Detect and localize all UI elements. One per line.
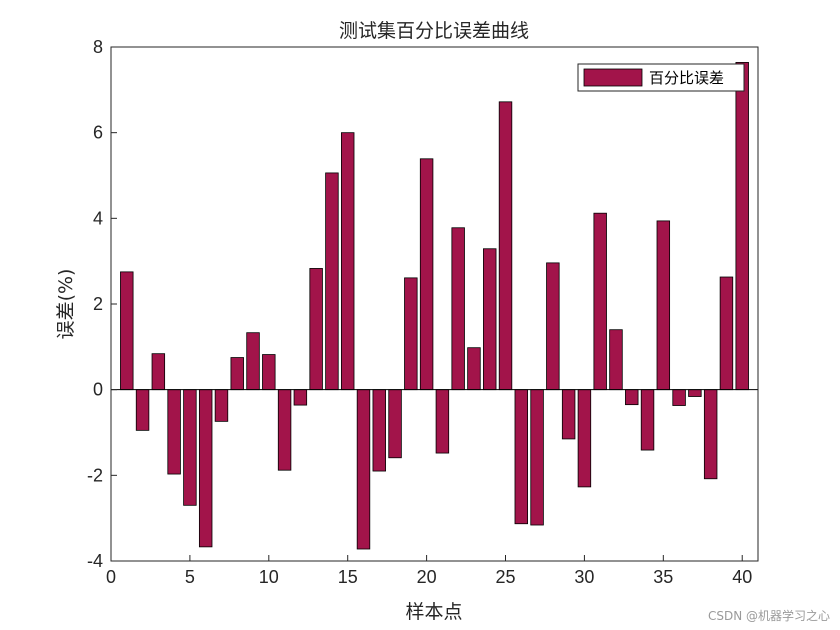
- watermark: CSDN @机器学习之心: [707, 609, 830, 623]
- legend-label: 百分比误差: [649, 69, 724, 87]
- bar: [419, 158, 434, 391]
- bar: [262, 354, 276, 391]
- legend-box: [577, 63, 745, 92]
- bar: [372, 389, 386, 472]
- bar: [593, 212, 607, 391]
- bar: [277, 389, 292, 471]
- bar: [198, 389, 213, 548]
- legend-swatch: [583, 68, 643, 87]
- bar: [404, 277, 418, 391]
- y-tick-label: -2: [87, 465, 103, 485]
- legend: 百分比误差: [577, 63, 745, 92]
- bar: [246, 332, 260, 391]
- y-tick-label: 6: [93, 123, 103, 143]
- bar: [688, 389, 702, 397]
- x-tick-label: 10: [259, 567, 279, 587]
- bar: [340, 132, 355, 391]
- x-tick-label: 35: [653, 567, 673, 587]
- bar: [325, 172, 339, 391]
- y-tick-label: 4: [93, 208, 103, 228]
- bar: [167, 389, 181, 475]
- bar: [640, 389, 655, 451]
- bar: [577, 389, 592, 488]
- bar: [703, 389, 718, 480]
- bar: [467, 347, 481, 391]
- bar: [546, 262, 560, 391]
- bar: [120, 271, 134, 391]
- bar: [435, 389, 450, 454]
- bar: [561, 389, 576, 440]
- bar: [672, 389, 686, 406]
- bar-series: [120, 62, 749, 550]
- x-tick-label: 30: [574, 567, 594, 587]
- x-tick-label: 40: [732, 567, 752, 587]
- chart-title: 测试集百分比误差曲线: [339, 20, 529, 42]
- bar: [388, 389, 402, 459]
- bar: [625, 389, 639, 406]
- bar: [719, 276, 734, 391]
- x-tick-label: 0: [106, 567, 116, 587]
- bar: [451, 227, 465, 391]
- bar: [498, 101, 513, 391]
- bar: [214, 389, 229, 422]
- bar: [230, 357, 244, 391]
- bar: [356, 389, 371, 550]
- x-tick-label: 5: [185, 567, 195, 587]
- bar: [656, 220, 671, 391]
- y-axis: -4 -2 0 2 4 6 8: [87, 37, 117, 571]
- x-axis-label: 样本点: [405, 601, 462, 623]
- plot-background: [111, 47, 758, 561]
- y-axis-label: 误差(%): [55, 269, 77, 340]
- y-tick-label: -4: [87, 551, 103, 571]
- y-tick-label: 0: [93, 380, 103, 400]
- y-tick-label: 2: [93, 294, 103, 314]
- bar: [309, 268, 323, 391]
- bar: [514, 389, 529, 525]
- bar: [183, 389, 197, 506]
- bar: [151, 353, 166, 391]
- bar: [735, 62, 749, 391]
- x-axis: 0 5 10 15 20 25 30 35 40: [106, 555, 752, 587]
- bar: [135, 389, 150, 431]
- x-tick-label: 15: [338, 567, 358, 587]
- y-tick-label: 8: [93, 37, 103, 57]
- bar: [609, 329, 623, 391]
- bar: [530, 389, 544, 526]
- bar: [483, 248, 497, 391]
- x-tick-label: 20: [417, 567, 437, 587]
- x-tick-label: 25: [495, 567, 515, 587]
- bar: [293, 389, 308, 406]
